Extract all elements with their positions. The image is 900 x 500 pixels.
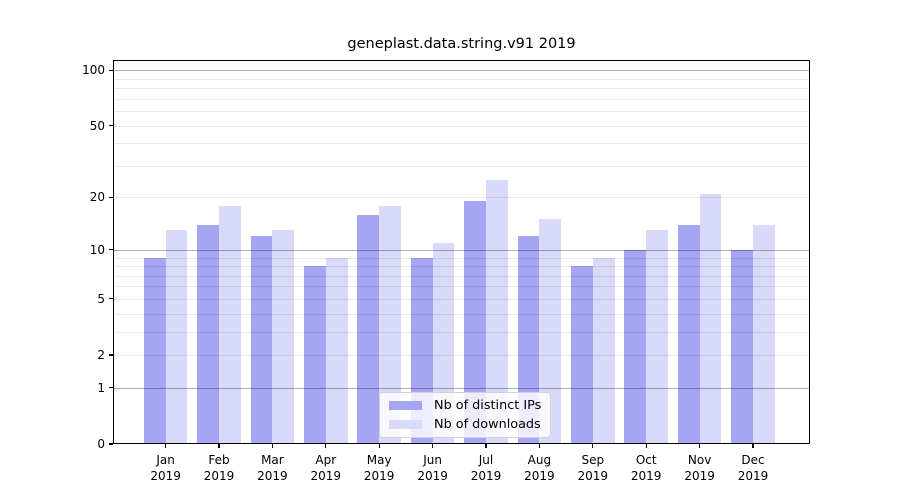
- bar-downloads: [699, 193, 722, 444]
- chart-title: geneplast.data.string.v91 2019: [347, 36, 576, 52]
- y-tick-mark: [109, 354, 113, 356]
- legend-row-downloads: Nb of downloads: [389, 417, 541, 432]
- x-tick-label: Jun 2019: [417, 453, 448, 483]
- x-tick-mark: [699, 444, 701, 448]
- y-tick-label: 10: [89, 242, 105, 257]
- gridline-minor: [113, 266, 810, 268]
- bar-downloads: [272, 230, 295, 444]
- x-tick-mark: [271, 444, 273, 448]
- x-tick-mark: [432, 444, 434, 448]
- gridline-major: [113, 70, 810, 72]
- legend-row-distinct-ips: Nb of distinct IPs: [389, 398, 541, 413]
- x-tick-mark: [752, 444, 754, 448]
- x-tick-label: Oct 2019: [630, 453, 662, 483]
- bar-downloads: [592, 257, 615, 444]
- legend: Nb of distinct IPs Nb of downloads: [379, 392, 552, 438]
- x-tick-mark: [645, 444, 647, 448]
- y-tick-label: 20: [89, 190, 105, 205]
- gridline-minor: [113, 98, 810, 100]
- gridline-minor: [113, 78, 810, 80]
- y-tick-label: 100: [82, 63, 105, 78]
- y-tick-label: 50: [89, 118, 105, 133]
- bar-distinct-ips: [250, 236, 273, 444]
- x-tick-mark: [378, 444, 380, 448]
- legend-swatch-downloads: [389, 419, 422, 430]
- bar-downloads: [165, 230, 188, 444]
- gridline-minor: [113, 88, 810, 90]
- y-tick-label: 2: [97, 348, 105, 363]
- gridline-minor: [113, 165, 810, 167]
- gridline-major: [113, 387, 810, 389]
- legend-label-distinct-ips: Nb of distinct IPs: [434, 398, 542, 413]
- x-tick-label: Dec 2019: [737, 453, 769, 483]
- x-tick-mark: [325, 444, 327, 448]
- gridline-minor: [113, 286, 810, 288]
- x-tick-mark: [538, 444, 540, 448]
- x-tick-label: Nov 2019: [684, 453, 715, 483]
- y-tick-mark: [109, 387, 113, 389]
- gridline-minor: [113, 197, 810, 199]
- gridline-major: [113, 249, 810, 251]
- bar-downloads: [325, 257, 348, 444]
- x-tick-mark: [165, 444, 167, 448]
- bar-distinct-ips: [464, 201, 486, 444]
- gridline-minor: [113, 125, 810, 127]
- bar-downloads: [219, 205, 241, 444]
- bar-distinct-ips: [197, 224, 219, 444]
- y-tick-mark: [109, 443, 113, 445]
- x-tick-label: Aug 2019: [524, 453, 555, 483]
- bar-downloads: [486, 180, 508, 444]
- bar-downloads: [753, 224, 775, 444]
- gridline-minor: [113, 275, 810, 277]
- x-tick-label: Apr 2019: [310, 453, 342, 483]
- legend-swatch-distinct-ips: [389, 400, 422, 411]
- x-tick-label: May 2019: [363, 453, 395, 483]
- bar-distinct-ips: [731, 249, 753, 444]
- gridline-minor: [113, 111, 810, 113]
- bar-distinct-ips: [624, 249, 647, 444]
- y-tick-label: 0: [97, 437, 105, 451]
- y-tick-mark: [109, 298, 113, 300]
- x-tick-label: Jan 2019: [150, 453, 181, 483]
- plot-area: [113, 60, 810, 444]
- legend-label-downloads: Nb of downloads: [434, 417, 541, 432]
- gridline-minor: [113, 257, 810, 259]
- bar-downloads: [646, 230, 668, 444]
- x-tick-mark: [485, 444, 487, 448]
- bar-distinct-ips: [357, 214, 380, 444]
- x-tick-label: Jul 2019: [470, 453, 502, 483]
- bar-distinct-ips: [143, 257, 166, 444]
- y-tick-mark: [109, 69, 113, 71]
- x-tick-label: Sep 2019: [577, 453, 609, 483]
- x-tick-mark: [592, 444, 594, 448]
- bar-distinct-ips: [571, 266, 593, 444]
- gridline-minor: [113, 331, 810, 333]
- x-tick-mark: [218, 444, 220, 448]
- bar-distinct-ips: [304, 266, 326, 444]
- bar-distinct-ips: [677, 224, 700, 444]
- bar-downloads: [379, 205, 401, 444]
- gridline-minor: [113, 313, 810, 315]
- gridline-minor: [113, 143, 810, 145]
- gridline-minor: [113, 298, 810, 300]
- y-tick-label: 1: [97, 380, 105, 395]
- gridline-minor: [113, 355, 810, 357]
- x-tick-label: Feb 2019: [203, 453, 235, 483]
- y-tick-mark: [109, 196, 113, 198]
- bar-downloads: [539, 219, 562, 444]
- y-tick-mark: [109, 124, 113, 127]
- y-tick-label: 5: [97, 291, 105, 306]
- y-tick-mark: [109, 249, 113, 251]
- x-tick-label: Mar 2019: [257, 453, 288, 483]
